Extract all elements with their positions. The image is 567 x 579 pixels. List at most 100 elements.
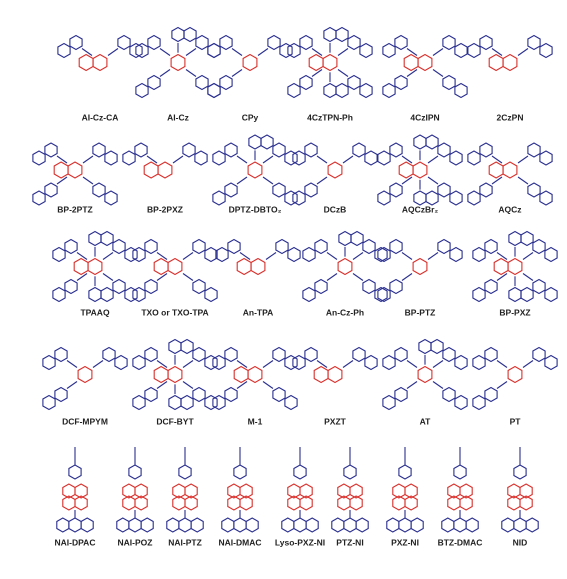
ring: [459, 495, 473, 511]
ring: [292, 150, 306, 166]
bond: [427, 155, 439, 164]
bond: [311, 48, 323, 56]
bond: [522, 273, 534, 281]
ring: [224, 386, 238, 403]
ring: [132, 354, 146, 371]
ring: [80, 517, 94, 533]
ring: [525, 517, 539, 533]
ring: [472, 246, 486, 263]
ring: [134, 142, 148, 158]
ring: [467, 190, 481, 206]
molecule-label: PXZ-NI: [391, 537, 419, 547]
bond: [107, 48, 119, 56]
bond: [156, 252, 168, 260]
bond: [231, 48, 243, 56]
molecule-structure: [52, 230, 138, 303]
ring: [304, 142, 318, 158]
ring: [437, 142, 451, 158]
bond: [262, 381, 274, 389]
ring: [302, 286, 316, 303]
molecule-structure: [32, 142, 118, 206]
ring: [479, 182, 493, 198]
ring: [233, 464, 247, 480]
ring: [437, 182, 451, 198]
ring: [417, 365, 433, 384]
bond: [182, 252, 194, 260]
ring: [539, 190, 553, 206]
ring: [78, 53, 94, 72]
ring: [140, 517, 154, 533]
ring: [129, 42, 143, 59]
ring: [437, 238, 451, 255]
molecule-structure: [57, 34, 143, 72]
ring: [532, 278, 546, 295]
ring: [382, 354, 396, 371]
bond: [81, 48, 93, 56]
bond: [182, 273, 194, 281]
ring: [484, 238, 498, 255]
ring: [410, 517, 424, 533]
ring: [92, 182, 106, 198]
ring: [215, 246, 229, 263]
ring: [132, 246, 146, 263]
bond: [156, 273, 168, 281]
ring: [239, 483, 253, 499]
ring: [170, 53, 186, 72]
bond: [316, 176, 328, 185]
ring: [430, 338, 444, 355]
ring: [183, 26, 197, 43]
bond: [401, 176, 413, 185]
bond: [406, 48, 418, 56]
ring: [337, 257, 353, 276]
ring: [42, 394, 56, 411]
ring: [454, 354, 468, 371]
ring: [465, 517, 479, 533]
bond: [337, 48, 349, 56]
ring: [143, 161, 159, 179]
bond: [432, 360, 444, 368]
molecule-structure: [501, 447, 539, 533]
ring: [242, 53, 258, 72]
ring: [453, 464, 467, 480]
bond: [496, 360, 508, 368]
ring: [304, 346, 318, 363]
ring: [204, 246, 218, 263]
ring: [467, 150, 481, 166]
bond: [326, 252, 338, 260]
bond: [146, 155, 158, 164]
ring: [398, 161, 414, 179]
ring: [459, 483, 473, 499]
ring: [479, 34, 493, 51]
bond: [316, 155, 328, 164]
molecule-structure: [132, 238, 218, 303]
ring: [194, 150, 208, 166]
ring: [544, 246, 558, 263]
ring: [144, 278, 158, 295]
ring: [308, 53, 324, 72]
bond: [236, 155, 248, 164]
ring: [519, 483, 533, 499]
ring: [224, 346, 238, 363]
ring: [184, 495, 198, 511]
ring: [73, 257, 89, 276]
ring: [52, 286, 66, 303]
molecule-label: NAI-PTZ: [168, 537, 202, 547]
ring: [293, 464, 307, 480]
ring: [180, 394, 194, 411]
ring: [114, 354, 128, 371]
ring: [449, 150, 463, 166]
ring: [64, 238, 78, 255]
ring: [425, 134, 439, 150]
molecule-label: Lyso-PXZ-NI: [275, 537, 325, 547]
ring: [134, 483, 148, 499]
bond: [406, 69, 418, 77]
bond: [265, 252, 277, 260]
bond: [522, 360, 534, 368]
ring: [484, 346, 498, 363]
ring: [377, 190, 391, 206]
ring: [54, 386, 68, 403]
ring: [195, 34, 209, 51]
ring: [100, 230, 114, 247]
